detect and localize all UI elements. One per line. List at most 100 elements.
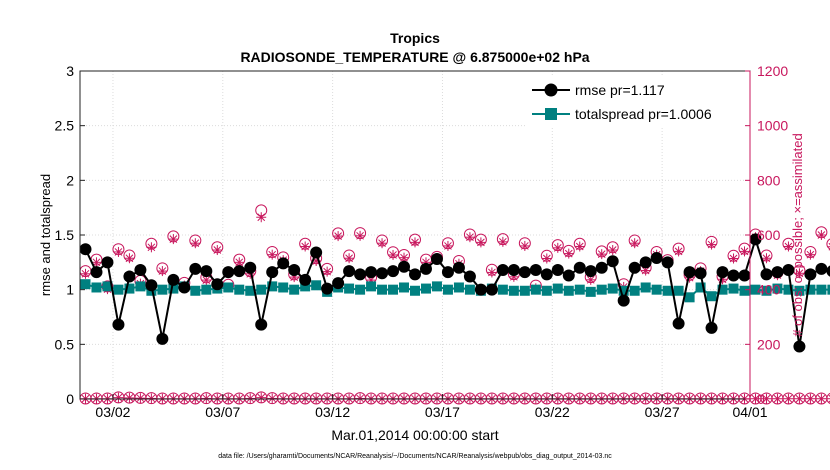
y-tick-label-left: 0 <box>66 391 74 407</box>
totalspread-marker <box>794 285 805 296</box>
totalspread-marker <box>662 285 673 296</box>
obs-assimilated-marker <box>212 245 223 256</box>
totalspread-marker <box>245 285 256 296</box>
totalspread-marker <box>596 284 607 295</box>
rmse-marker <box>156 332 169 345</box>
rmse-marker <box>79 243 92 256</box>
obs-assimilated-marker <box>124 392 135 403</box>
y-tick-label-left: 2 <box>66 172 74 188</box>
rmse-marker <box>672 317 685 330</box>
obs-assimilated-marker <box>706 239 717 250</box>
totalspread-marker <box>201 284 212 295</box>
totalspread-marker <box>135 281 146 292</box>
totalspread-marker <box>464 284 475 295</box>
rmse-marker <box>441 266 454 279</box>
obs-assimilated-marker <box>377 238 388 249</box>
rmse-marker <box>200 265 213 278</box>
y-tick-label-right: 0 <box>757 391 765 407</box>
obs-assimilated-marker <box>146 393 157 404</box>
obs-assimilated-marker <box>146 242 157 253</box>
obs-assimilated-marker <box>552 242 563 253</box>
totalspread-marker <box>530 284 541 295</box>
obs-assimilated-marker <box>794 268 805 279</box>
rmse-marker <box>452 261 465 274</box>
rmse-marker <box>683 266 696 279</box>
rmse-marker <box>343 265 356 278</box>
rmse-marker <box>815 262 828 275</box>
obs-assimilated-marker <box>794 393 805 404</box>
obs-assimilated-marker <box>113 392 124 403</box>
totalspread-marker <box>772 283 783 294</box>
obs-assimilated-marker <box>761 393 772 404</box>
rmse-marker <box>222 266 235 279</box>
obs-assimilated-marker <box>256 212 267 223</box>
obs-assimilated-marker <box>322 266 333 277</box>
rmse-marker <box>507 263 520 276</box>
totalspread-marker <box>508 285 519 296</box>
totalspread-marker <box>377 284 388 295</box>
rmse-marker <box>529 263 542 276</box>
totalspread-marker <box>574 284 585 295</box>
obs-assimilated-marker <box>80 268 91 279</box>
rmse-marker <box>90 266 103 279</box>
rmse-marker <box>738 269 751 282</box>
totalspread-marker <box>739 285 750 296</box>
obs-assimilated-marker <box>585 274 596 285</box>
obs-assimilated-marker <box>629 238 640 249</box>
totalspread-marker <box>168 283 179 294</box>
obs-assimilated-marker <box>91 257 102 268</box>
footnote: data file: /Users/gharamti/Documents/NCA… <box>218 453 612 460</box>
obs-assimilated-marker <box>333 231 344 242</box>
totalspread-marker <box>278 282 289 293</box>
rmse-marker <box>661 256 674 269</box>
totalspread-marker <box>102 281 113 292</box>
x-tick-label: 03/17 <box>425 404 460 420</box>
rmse-marker <box>573 261 586 274</box>
legend-label-rmse: rmse pr=1.117 <box>575 82 665 98</box>
rmse-marker <box>266 266 279 279</box>
obs-assimilated-marker <box>816 393 827 404</box>
rmse-marker <box>749 233 762 246</box>
chart-title: Tropics <box>390 30 440 46</box>
totalspread-marker <box>805 284 816 295</box>
y-tick-label-right: 1000 <box>757 118 788 134</box>
rmse-marker <box>321 282 334 295</box>
rmse-marker <box>123 270 136 283</box>
rmse-marker <box>365 266 378 279</box>
obs-assimilated-marker <box>245 393 256 404</box>
obs-assimilated-marker <box>574 241 585 252</box>
rmse-marker <box>167 273 180 286</box>
obs-assimilated-marker <box>673 246 684 257</box>
obs-assimilated-marker <box>442 240 453 251</box>
totalspread-marker <box>234 284 245 295</box>
obs-assimilated-marker <box>816 230 827 240</box>
legend-marker-rmse <box>544 83 558 97</box>
totalspread-marker <box>563 285 574 296</box>
rmse-marker <box>727 269 740 282</box>
obs-assimilated-marker <box>344 253 355 264</box>
obs-possible-marker <box>826 238 830 250</box>
y-tick-label-right: 200 <box>757 336 781 352</box>
totalspread-marker <box>344 283 355 294</box>
rmse-marker <box>178 281 191 294</box>
axes: 03/02 03/07 03/12 03/17 03/22 03/27 04/0100.51… <box>55 63 789 420</box>
rmse-marker <box>617 294 630 307</box>
totalspread-marker <box>366 281 377 292</box>
obs-assimilated-marker <box>596 249 607 260</box>
x-tick-label: 03/02 <box>95 404 130 420</box>
obs-possible-marker <box>826 392 830 404</box>
rmse-marker <box>606 255 619 268</box>
rmse-line <box>84 235 830 347</box>
rmse-marker <box>551 263 564 276</box>
rmse-marker <box>310 246 323 259</box>
totalspread-marker <box>519 285 530 296</box>
obs-assimilated-marker <box>805 393 816 404</box>
rmse-marker <box>782 263 795 276</box>
rmse-marker <box>354 268 367 281</box>
totalspread-marker <box>585 286 596 297</box>
totalspread-marker <box>706 291 717 302</box>
y-tick-label-left: 1 <box>66 282 74 298</box>
obs-assimilated-marker <box>190 238 201 249</box>
totalspread-marker <box>399 282 410 293</box>
obs-assimilated-marker <box>300 241 311 252</box>
